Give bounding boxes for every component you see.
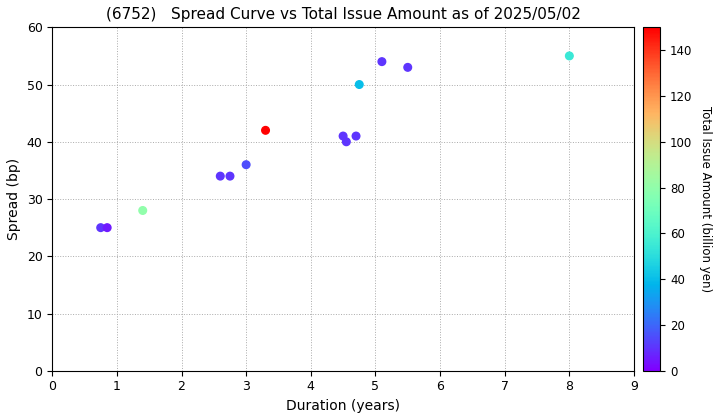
- Point: [341, 139, 352, 145]
- Point: [95, 224, 107, 231]
- Point: [224, 173, 235, 179]
- Point: [338, 133, 349, 139]
- Point: [354, 81, 365, 88]
- Y-axis label: Total Issue Amount (billion yen): Total Issue Amount (billion yen): [699, 106, 712, 292]
- Point: [215, 173, 226, 179]
- Point: [402, 64, 413, 71]
- Point: [376, 58, 387, 65]
- Point: [350, 133, 361, 139]
- Point: [564, 52, 575, 59]
- Point: [102, 224, 113, 231]
- Title: (6752)   Spread Curve vs Total Issue Amount as of 2025/05/02: (6752) Spread Curve vs Total Issue Amoun…: [106, 7, 580, 22]
- Point: [137, 207, 148, 214]
- Y-axis label: Spread (bp): Spread (bp): [7, 158, 21, 240]
- Point: [240, 161, 252, 168]
- X-axis label: Duration (years): Duration (years): [286, 399, 400, 413]
- Point: [260, 127, 271, 134]
